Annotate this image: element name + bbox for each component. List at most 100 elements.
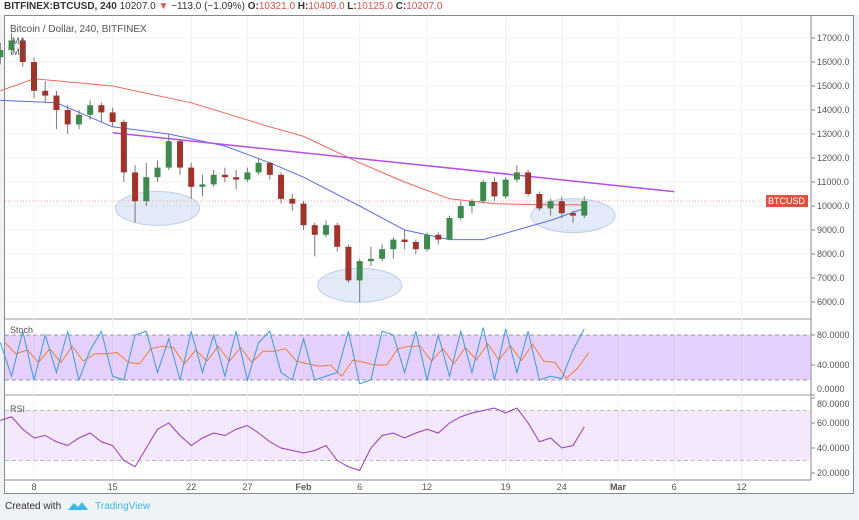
candle-body — [188, 167, 195, 187]
rsi-tick-label: 60.0000 — [817, 418, 850, 428]
candle-body — [53, 95, 60, 110]
candle-body — [457, 206, 464, 218]
candle-body — [468, 201, 475, 206]
candle-body — [109, 112, 116, 122]
chart-canvas[interactable]: 17000.0 16000.0 15000.0 14000.0 13000.0 12000… — [0, 0, 859, 500]
candle-body — [42, 90, 49, 96]
time-tick-label: 24 — [557, 482, 567, 492]
high-label: H: — [297, 1, 309, 12]
legend-ma-slow: MA — [12, 36, 26, 46]
candle-body — [345, 246, 352, 281]
price-tick-label: 15000.0 — [817, 81, 850, 91]
candle-body — [278, 174, 285, 199]
price-tick-label: 9000.0 — [817, 225, 845, 235]
price-tick-label: 12000.0 — [817, 153, 850, 163]
stoch-d-line — [4, 342, 590, 379]
candle-body — [244, 172, 251, 180]
resistance-trendline — [112, 132, 675, 193]
price-tick-label: 6000.0 — [817, 297, 845, 307]
candle-body — [233, 177, 240, 180]
candle-body — [446, 218, 453, 240]
price-tick-label: 13000.0 — [817, 129, 850, 139]
candle-body — [75, 114, 82, 125]
candle-body — [176, 141, 183, 168]
price-tick-label: 7000.0 — [817, 273, 845, 283]
candle-body — [87, 105, 94, 115]
last-price: 10207.0 — [119, 1, 156, 12]
candle-body — [367, 258, 374, 262]
stoch-tick-label: 80.0000 — [817, 330, 850, 340]
ma-slow-line — [0, 78, 585, 206]
price-tick-label: 16000.0 — [817, 57, 850, 67]
candle-body — [8, 40, 15, 50]
candle-body — [412, 242, 419, 250]
candle-body — [322, 225, 329, 235]
tradingview-logo-icon — [68, 502, 89, 510]
candle-body — [356, 261, 363, 281]
candle-body — [547, 201, 554, 209]
created-with-text: Created with — [5, 500, 62, 512]
low-label: L: — [347, 1, 357, 12]
time-tick-label: Mar — [610, 482, 627, 492]
time-tick-label: 6 — [672, 482, 677, 492]
candle-body — [19, 40, 26, 62]
candle-body — [480, 182, 487, 202]
high-value: 10409.0 — [308, 1, 345, 12]
close-value: 10207.0 — [406, 1, 443, 12]
candle-body — [558, 201, 565, 214]
time-tick-label: 6 — [357, 482, 362, 492]
candle-body — [525, 172, 532, 194]
price-tick-label: 17000.0 — [817, 33, 850, 43]
price-tick-label: 8000.0 — [817, 249, 845, 259]
candle-body — [390, 239, 397, 250]
candle-body — [311, 225, 318, 235]
candle-body — [98, 105, 105, 113]
stoch-band — [5, 335, 811, 380]
price-tick-label: 14000.0 — [817, 105, 850, 115]
open-label: O: — [247, 1, 259, 12]
price-tick-label: 11000.0 — [817, 177, 849, 187]
candle-body — [491, 182, 498, 197]
symbol-name: BITFINEX:BTCUSD, 240 — [4, 1, 117, 12]
stoch-tick-label: 40.0000 — [817, 360, 850, 370]
low-value: 10125.0 — [356, 1, 393, 12]
candle-body — [502, 179, 509, 197]
rsi-band — [5, 410, 811, 461]
candle-body — [154, 167, 161, 178]
candle-body — [221, 174, 228, 178]
rsi-tick-label: 20.0000 — [817, 468, 850, 478]
candle-body — [132, 172, 139, 202]
price-change: −113.0 (−1.09%) — [171, 1, 245, 12]
symbol-header: BITFINEX:BTCUSD, 240 10207.0 ▼ −113.0 (−… — [0, 0, 859, 15]
candle-body — [143, 177, 150, 202]
candle-body — [401, 239, 408, 242]
time-tick-label: 15 — [108, 482, 118, 492]
stoch-k-line — [0, 327, 585, 385]
time-tick-label: 12 — [736, 482, 746, 492]
rsi-title: RSI — [10, 404, 25, 414]
candle-body — [424, 234, 431, 250]
candle-body — [581, 201, 588, 216]
time-tick-label: 19 — [501, 482, 511, 492]
tradingview-link[interactable]: TradingView — [95, 500, 151, 512]
candle-body — [300, 203, 307, 226]
candle-body — [536, 194, 543, 209]
candle-body — [210, 174, 217, 185]
time-tick-label: 27 — [242, 482, 252, 492]
candle-body — [0, 50, 4, 58]
rsi-tick-label: 80.0000 — [817, 399, 850, 409]
stoch-tick-label: 0.0000 — [817, 384, 845, 394]
price-tag — [766, 195, 808, 208]
candle-body — [289, 198, 296, 204]
close-label: C: — [395, 1, 407, 12]
candle-body — [120, 122, 127, 173]
triangle-down-icon: ▼ — [158, 1, 169, 12]
footer: Created with TradingView — [5, 500, 150, 512]
rsi-line — [0, 407, 585, 472]
legend-ma-fast: MA — [12, 47, 26, 57]
candle-body — [266, 162, 273, 175]
time-tick-label: 8 — [31, 482, 36, 492]
candle-body — [165, 141, 172, 168]
candle-body — [513, 172, 520, 180]
chart-title: Bitcoin / Dollar, 240, BITFINEX — [10, 24, 147, 35]
